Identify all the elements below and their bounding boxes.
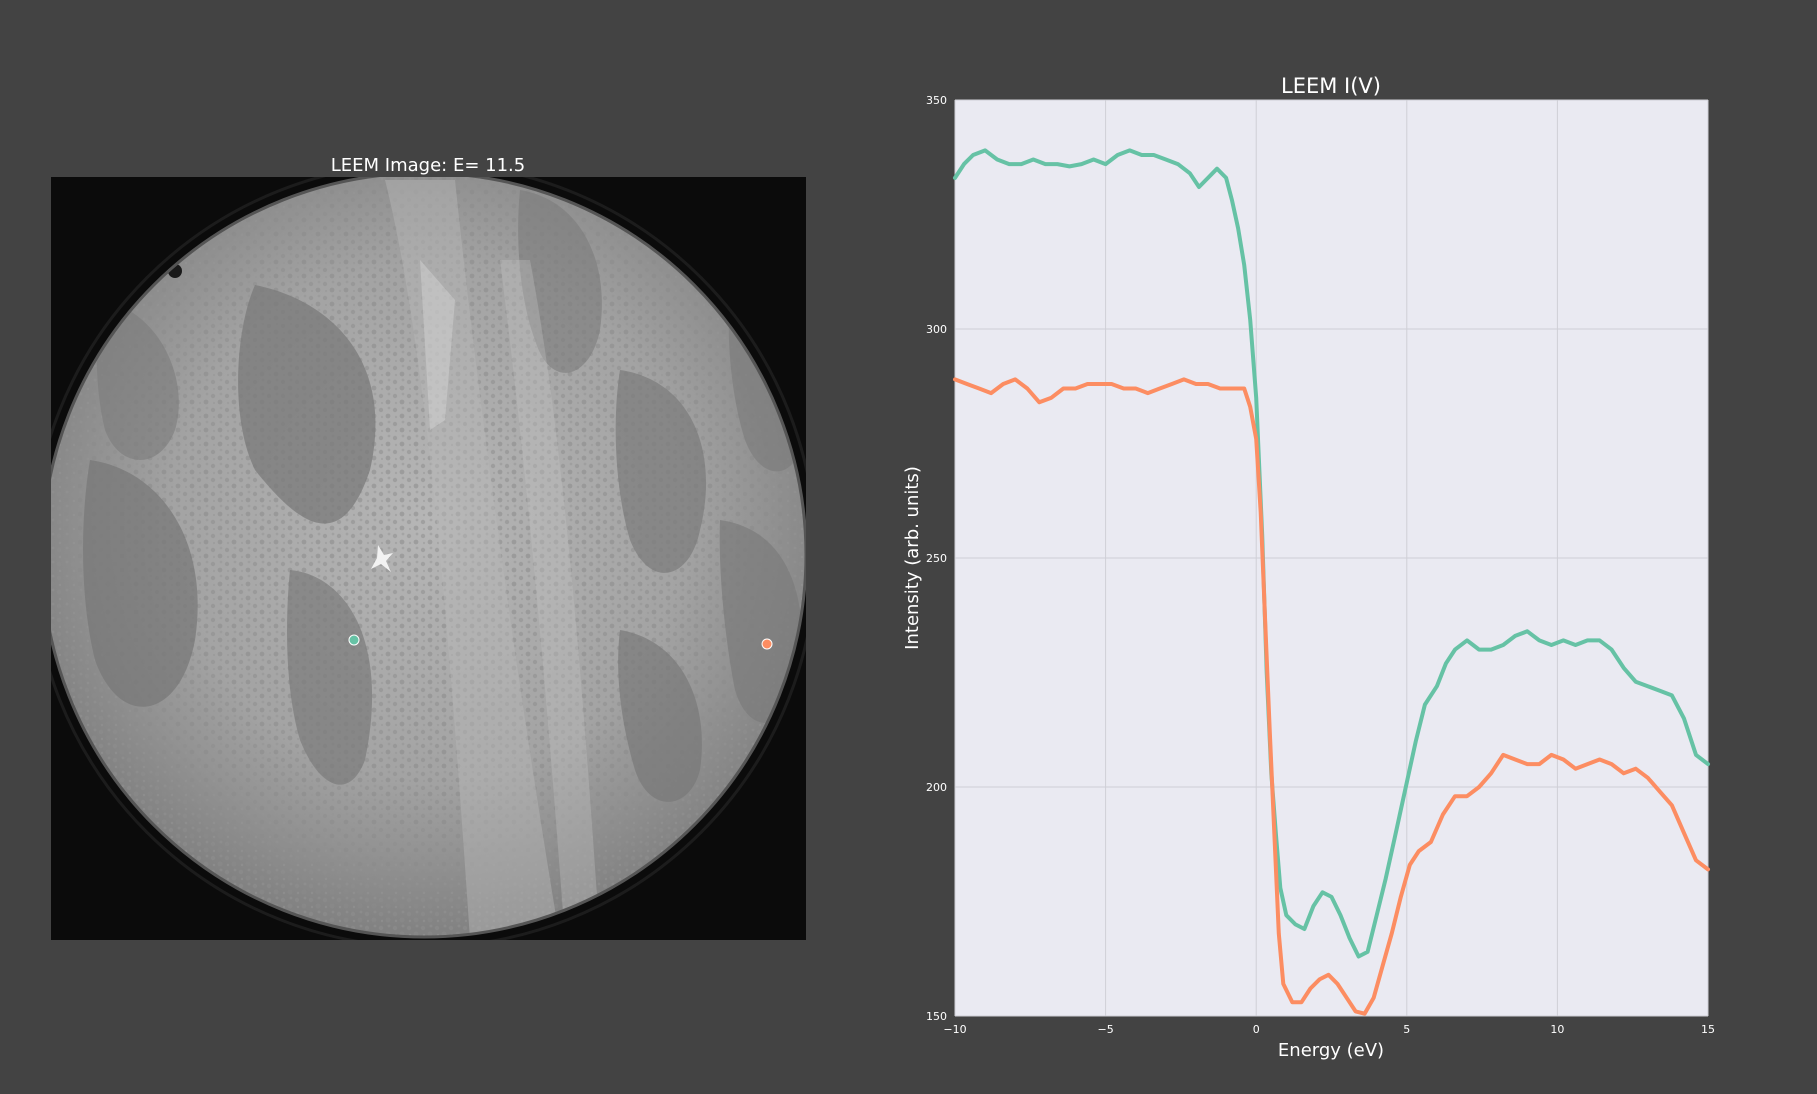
x-tick-label: −5	[1097, 1023, 1113, 1036]
y-tick-label: 350	[926, 94, 947, 107]
y-axis-ticks: 150 200 250 300 350	[926, 94, 947, 1023]
y-tick-label: 150	[926, 1010, 947, 1023]
x-tick-label: 15	[1701, 1023, 1715, 1036]
x-tick-label: 10	[1550, 1023, 1564, 1036]
series-line-2	[953, 377, 1710, 1016]
y-tick-label: 250	[926, 552, 947, 565]
x-tick-label: −10	[943, 1023, 966, 1036]
grid-lines	[954, 99, 1709, 1017]
leem-image[interactable]	[32, 163, 820, 950]
y-tick-label: 300	[926, 323, 947, 336]
image-title: LEEM Image: E= 11.5	[331, 155, 525, 176]
x-tick-label: 5	[1403, 1023, 1410, 1036]
series-layer	[953, 148, 1710, 1016]
chart-title: LEEM I(V)	[1281, 74, 1381, 98]
y-axis-label: Intensity (arb. units)	[902, 466, 923, 650]
marker-green[interactable]	[348, 634, 360, 646]
iv-chart: −10 −5 0 5 10 15 150 200 250 300 350 LEEM I(V) En…	[902, 74, 1715, 1061]
x-tick-label: 0	[1253, 1023, 1260, 1036]
leem-image-panel: LEEM Image: E= 11.5	[32, 155, 820, 950]
marker-orange[interactable]	[761, 638, 773, 650]
x-axis-ticks: −10 −5 0 5 10 15	[943, 1023, 1715, 1036]
y-tick-label: 200	[926, 781, 947, 794]
x-axis-label: Energy (eV)	[1278, 1040, 1384, 1061]
series-line-1	[953, 148, 1710, 959]
